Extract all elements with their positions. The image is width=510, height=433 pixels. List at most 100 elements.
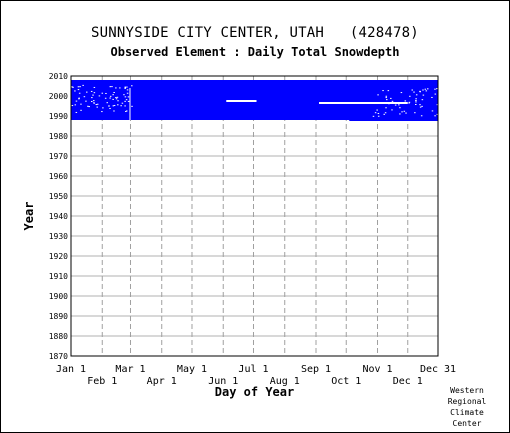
missing-day xyxy=(102,107,104,109)
x-tick-label: Feb 1 xyxy=(87,376,117,387)
missing-day xyxy=(112,94,114,96)
missing-day xyxy=(83,96,86,98)
credit-line: Regional xyxy=(447,397,487,406)
missing-day xyxy=(101,111,103,113)
missing-day xyxy=(401,111,403,113)
y-tick-label: 1880 xyxy=(49,332,68,341)
missing-day xyxy=(119,87,121,89)
y-axis-label: Year xyxy=(22,202,36,231)
data-band xyxy=(349,120,438,121)
missing-day xyxy=(96,106,98,108)
wrcc-credit: Western Regional Climate Center xyxy=(439,385,495,429)
missing-day xyxy=(75,111,78,113)
missing-day xyxy=(109,95,112,97)
chart-subtitle: Observed Element : Daily Total Snowdepth xyxy=(110,45,400,59)
missing-day xyxy=(419,104,421,106)
y-tick-label: 1960 xyxy=(49,172,68,181)
missing-day xyxy=(391,109,393,111)
missing-day xyxy=(75,100,78,102)
x-tick-label: Oct 1 xyxy=(331,376,361,387)
y-tick-label: 1970 xyxy=(49,152,68,161)
missing-day xyxy=(376,109,378,111)
missing-day xyxy=(422,94,425,96)
y-tick-label: 1980 xyxy=(49,132,68,141)
x-tick-label: Apr 1 xyxy=(147,376,177,387)
missing-day xyxy=(115,97,117,99)
missing-day xyxy=(120,105,122,107)
missing-day xyxy=(436,113,439,115)
missing-day xyxy=(121,102,124,104)
missing-day xyxy=(109,107,111,109)
x-tick-label: Jun 1 xyxy=(208,376,238,387)
missing-segment xyxy=(319,102,408,104)
x-tick-label: May 1 xyxy=(177,364,207,375)
missing-day xyxy=(116,96,119,98)
missing-day xyxy=(72,86,74,88)
missing-day xyxy=(105,92,107,94)
missing-day xyxy=(124,87,126,89)
missing-day xyxy=(85,100,87,102)
missing-day xyxy=(115,98,118,100)
y-tick-label: 1870 xyxy=(49,352,68,361)
y-tick-label: 1900 xyxy=(49,292,68,301)
y-tick-label: 1890 xyxy=(49,312,68,321)
y-tick-labels: 2010 2000 1990 1980 1970 1960 1950 1940 1930 1920… xyxy=(49,72,68,361)
missing-day xyxy=(131,105,133,107)
missing-day xyxy=(404,102,407,104)
y-tick-label: 1990 xyxy=(49,112,68,121)
missing-day xyxy=(131,85,133,87)
chart-title: SUNNYSIDE CITY CENTER, UTAH (428478) xyxy=(91,25,419,41)
missing-day xyxy=(415,94,418,96)
missing-day xyxy=(93,102,95,104)
missing-day xyxy=(78,92,81,94)
y-tick-label: 2000 xyxy=(49,92,68,101)
missing-segment xyxy=(129,88,131,120)
missing-day xyxy=(374,112,377,114)
missing-day xyxy=(124,105,126,107)
x-tick-label: Dec 31 xyxy=(420,364,456,375)
missing-day xyxy=(90,101,93,103)
missing-day xyxy=(386,99,388,101)
missing-day xyxy=(387,90,390,92)
missing-day xyxy=(92,94,94,96)
missing-day xyxy=(117,100,119,102)
missing-day xyxy=(424,88,427,90)
missing-day xyxy=(98,95,101,97)
missing-day xyxy=(415,98,417,100)
missing-day xyxy=(427,88,429,90)
missing-day xyxy=(415,103,417,105)
missing-day xyxy=(125,99,128,101)
missing-day xyxy=(409,95,411,97)
missing-day xyxy=(79,86,81,88)
missing-day xyxy=(93,86,96,88)
missing-day xyxy=(434,93,437,95)
missing-day xyxy=(71,86,73,88)
missing-day xyxy=(419,91,422,93)
missing-day xyxy=(403,110,406,112)
missing-day xyxy=(372,115,375,117)
missing-day xyxy=(413,91,415,93)
missing-day xyxy=(113,92,115,94)
missing-day xyxy=(385,95,388,97)
missing-day xyxy=(109,86,112,88)
missing-day xyxy=(434,88,436,90)
missing-segment xyxy=(226,100,257,102)
missing-day xyxy=(112,98,114,100)
missing-day xyxy=(77,89,80,91)
missing-day xyxy=(431,96,433,98)
missing-day xyxy=(74,90,76,92)
missing-day xyxy=(127,96,130,98)
x-tick-label: Mar 1 xyxy=(115,364,145,375)
missing-day xyxy=(78,97,80,99)
missing-day xyxy=(390,97,392,99)
missing-day xyxy=(126,92,129,94)
x-tick-label: Dec 1 xyxy=(393,376,423,387)
missing-day xyxy=(422,89,424,91)
y-tick-label: 1940 xyxy=(49,212,68,221)
credit-line: Western xyxy=(450,386,484,395)
missing-day xyxy=(71,105,74,107)
missing-day xyxy=(421,99,424,101)
missing-day xyxy=(88,106,90,108)
